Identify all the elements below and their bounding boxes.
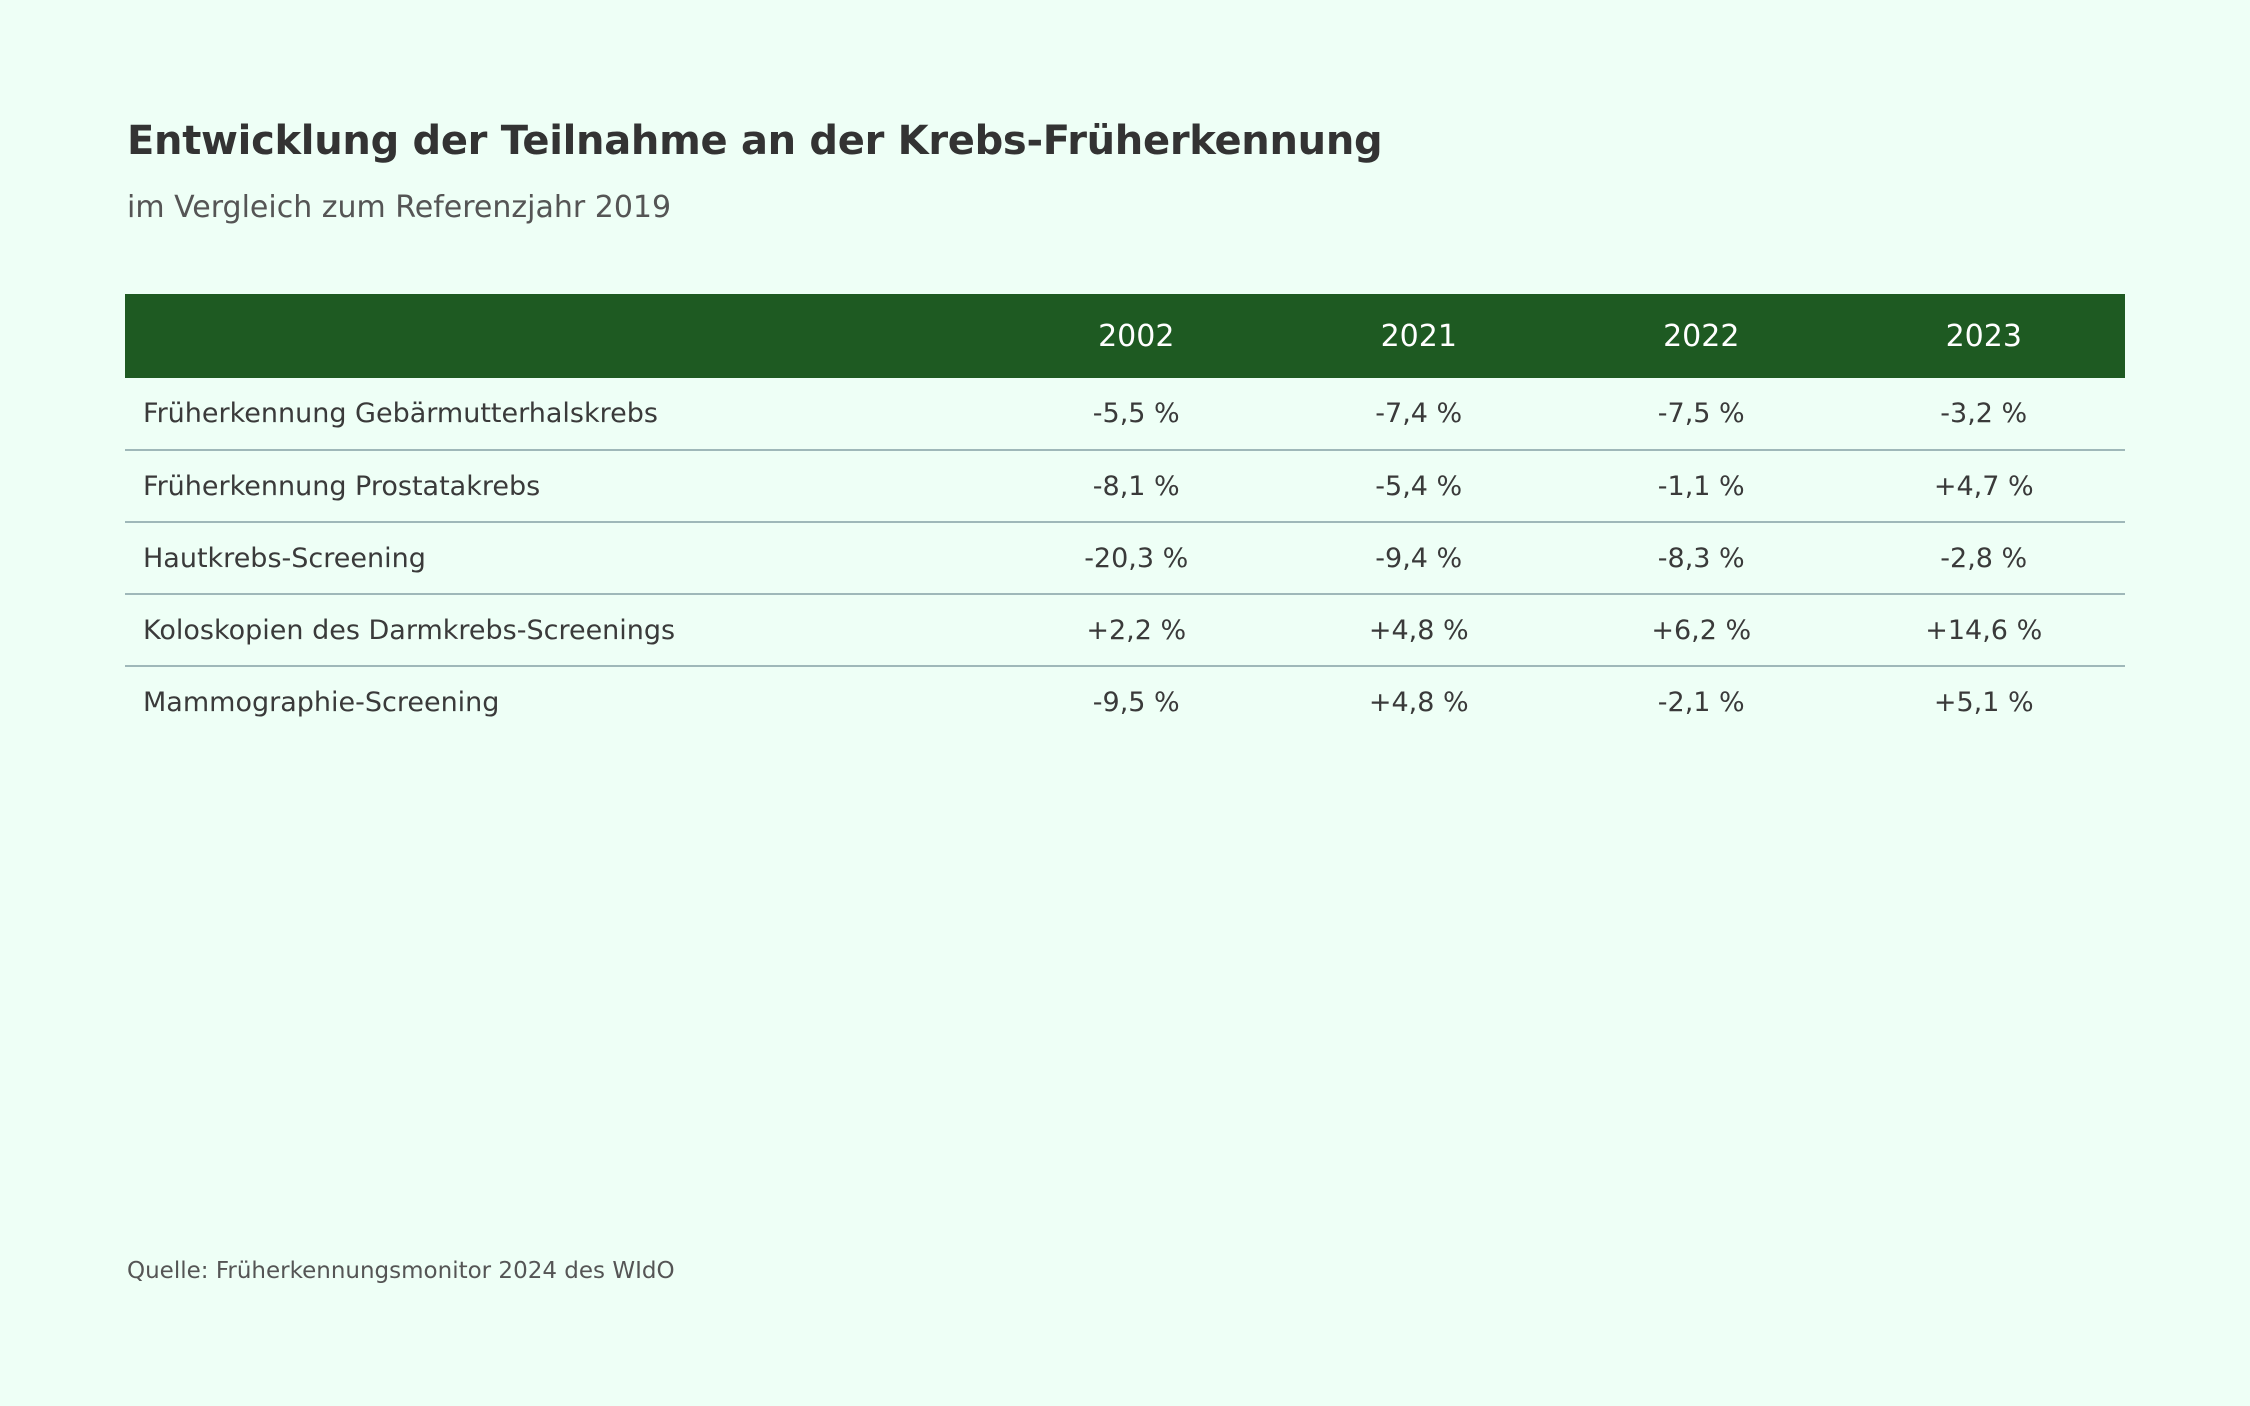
chart-subtitle: im Vergleich zum Referenzjahr 2019: [127, 190, 672, 225]
table-row: Mammographie-Screening -9,5 % +4,8 % -2,…: [125, 666, 2125, 738]
table-cell: +6,2 %: [1651, 614, 1752, 646]
table-row: Früherkennung Prostatakrebs -8,1 % -5,4 …: [125, 450, 2125, 522]
row-label: Früherkennung Prostatakrebs: [143, 470, 541, 502]
row-label: Koloskopien des Darmkrebs-Screenings: [143, 614, 676, 646]
table-cell: -8,3 %: [1657, 542, 1745, 574]
table-row: Koloskopien des Darmkrebs-Screenings +2,…: [125, 594, 2125, 666]
data-table: 2002 2021 2022 2023 Früherkennung Gebärm…: [125, 294, 2125, 738]
table-cell: +5,1 %: [1933, 687, 2034, 718]
table-cell: +2,2 %: [1086, 614, 1187, 646]
table-header-year: 2022: [1663, 318, 1740, 354]
row-label: Hautkrebs-Screening: [143, 542, 426, 574]
table-cell: +14,6 %: [1925, 614, 2043, 646]
table-cell: -8,1 %: [1092, 470, 1180, 502]
table-cell: -2,1 %: [1657, 687, 1745, 718]
chart-title: Entwicklung der Teilnahme an der Krebs-F…: [127, 118, 1383, 164]
table-cell: -9,5 %: [1092, 687, 1180, 718]
table-cell: +4,8 %: [1368, 687, 1469, 718]
table-cell: -5,5 %: [1092, 398, 1180, 429]
data-table-wrapper: 2002 2021 2022 2023 Früherkennung Gebärm…: [125, 294, 2125, 738]
row-label: Früherkennung Gebärmutterhalskrebs: [143, 398, 658, 429]
table-cell: +4,8 %: [1368, 614, 1469, 646]
table-row: Früherkennung Gebärmutterhalskrebs -5,5 …: [125, 378, 2125, 450]
table-cell: +4,7 %: [1933, 470, 2034, 502]
table-header-year: 2021: [1380, 318, 1457, 354]
source-note: Quelle: Früherkennungsmonitor 2024 des W…: [127, 1258, 675, 1284]
table-cell: -9,4 %: [1375, 542, 1463, 574]
table-cell: -5,4 %: [1375, 470, 1463, 502]
table-row: Hautkrebs-Screening -20,3 % -9,4 % -8,3 …: [125, 522, 2125, 594]
table-cell: -20,3 %: [1084, 542, 1189, 574]
table-cell: -7,5 %: [1657, 398, 1745, 429]
table-cell: -7,4 %: [1375, 398, 1463, 429]
table-header-year: 2023: [1945, 318, 2022, 354]
row-label: Mammographie-Screening: [143, 687, 500, 718]
table-header-label: [125, 294, 995, 378]
table-header-row: 2002 2021 2022 2023: [125, 294, 2125, 378]
table-cell: -1,1 %: [1657, 470, 1745, 502]
table-header-year: 2002: [1098, 318, 1175, 354]
table-cell: -2,8 %: [1940, 542, 2028, 574]
table-cell: -3,2 %: [1940, 398, 2028, 429]
